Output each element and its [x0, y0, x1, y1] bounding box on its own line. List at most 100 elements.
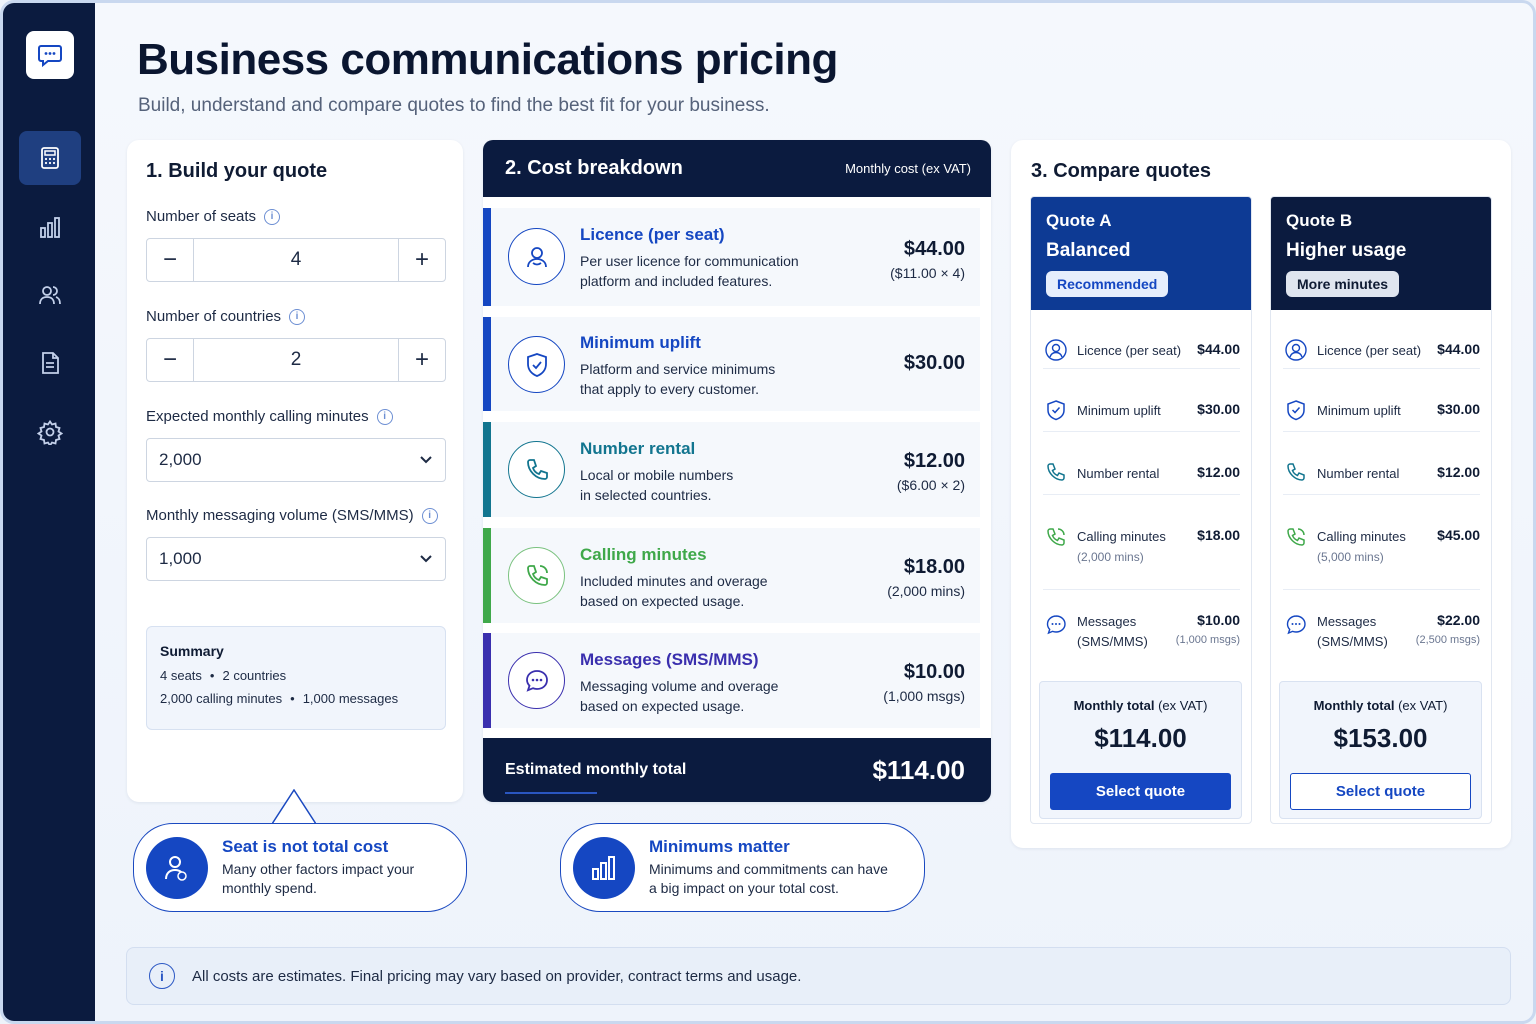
phone-minutes-icon: [508, 547, 565, 604]
row-description: in selected countries.: [580, 487, 712, 503]
callout-body: Minimums and commitments can have: [649, 861, 888, 877]
quote-row-number-rental: Number rental $12.00: [1043, 432, 1240, 495]
total-amount: $114.00: [872, 754, 965, 785]
countries-stepper: − 2 +: [146, 338, 446, 382]
summary-title: Summary: [160, 643, 224, 659]
row-description: based on expected usage.: [580, 698, 745, 714]
select-quote-b-button[interactable]: Select quote: [1290, 773, 1471, 810]
row-amount: $44.00: [903, 238, 965, 260]
quote-row-calling-minutes: Calling minutes (5,000 mins) $45.00: [1283, 495, 1480, 590]
row-description: Messaging volume and overage: [580, 678, 779, 694]
countries-input[interactable]: 2: [290, 349, 302, 370]
quote-header: Quote A Balanced Recommended: [1031, 197, 1251, 310]
minutes-label: Expected monthly calling minutes i: [146, 408, 393, 425]
phone-minutes-icon: [1047, 528, 1065, 546]
quote-name: Quote A: [1046, 211, 1112, 230]
row-title: Calling minutes: [580, 545, 707, 564]
callout-title: Seat is not total cost: [222, 837, 389, 856]
quote-tag: Balanced: [1046, 240, 1131, 261]
message-icon: [1046, 615, 1066, 635]
sidebar-item-calculator[interactable]: [19, 131, 81, 185]
callout-pointer: [272, 789, 316, 825]
countries-increment-button[interactable]: +: [398, 339, 445, 381]
row-description: Per user licence for communication: [580, 253, 799, 269]
seats-input[interactable]: 4: [290, 249, 302, 270]
quote-header: Quote B Higher usage More minutes: [1271, 197, 1491, 310]
chevron-down-icon: [420, 555, 432, 563]
messages-label: Monthly messaging volume (SMS/MMS) i: [146, 507, 438, 524]
quote-card-a: Quote A Balanced Recommended Licence (pe…: [1030, 196, 1252, 824]
row-description: platform and included features.: [580, 273, 773, 289]
chat-logo-icon[interactable]: [26, 31, 74, 79]
row-amount: $10.00: [903, 661, 965, 683]
quote-row-minimum-uplift: Minimum uplift $30.00: [1043, 369, 1240, 432]
quote-row-number-rental: Number rental $12.00: [1283, 432, 1480, 495]
row-note: ($11.00 × 4): [890, 265, 965, 281]
quote-total-amount: $153.00: [1333, 723, 1428, 753]
quote-row-messages: Messages (SMS/MMS) $22.00 (2,500 msgs): [1283, 590, 1480, 666]
info-icon[interactable]: i: [289, 308, 306, 325]
seats-decrement-button[interactable]: −: [147, 239, 194, 281]
calculator-icon: [41, 147, 59, 169]
sidebar-item-users[interactable]: [19, 268, 81, 322]
document-icon: [42, 352, 59, 374]
row-title: Number rental: [580, 439, 696, 458]
row-note: (1,000 msgs): [883, 688, 965, 704]
messages-select[interactable]: 1,000: [146, 537, 446, 581]
info-icon[interactable]: i: [376, 408, 393, 425]
quote-total-box: Monthly total (ex VAT) $114.00 Select qu…: [1039, 681, 1242, 819]
shield-icon: [1287, 400, 1305, 421]
phone-minutes-icon: [1287, 528, 1305, 546]
info-icon[interactable]: i: [264, 208, 281, 225]
page-title: Business communications pricing: [137, 35, 838, 84]
row-description: Platform and service minimums: [580, 361, 776, 377]
shield-icon: [1047, 400, 1065, 421]
quote-row-licence: Licence (per seat) $44.00: [1283, 311, 1480, 369]
row-note: (2,000 mins): [887, 583, 965, 599]
row-title: Minimum uplift: [580, 333, 701, 352]
phone-icon: [1287, 463, 1305, 481]
callout-body: monthly spend.: [222, 880, 317, 896]
quote-total-box: Monthly total (ex VAT) $153.00 Select qu…: [1279, 681, 1482, 819]
row-title: Licence (per seat): [580, 225, 725, 244]
sidebar-item-analytics[interactable]: [19, 200, 81, 254]
chevron-down-icon: [420, 456, 432, 464]
summary-line: 4 seats • 2 countries: [160, 668, 287, 683]
breakdown-header: 2. Cost breakdown Monthly cost (ex VAT): [483, 140, 991, 197]
page-subtitle: Build, understand and compare quotes to …: [138, 95, 770, 116]
countries-decrement-button[interactable]: −: [147, 339, 194, 381]
build-quote-heading: 1. Build your quote: [146, 160, 328, 182]
estimated-total-bar: Estimated monthly total $114.00: [483, 738, 991, 802]
quote-row-messages: Messages (SMS/MMS) $10.00 (1,000 msgs): [1043, 590, 1240, 666]
info-icon[interactable]: i: [421, 507, 438, 524]
quote-tag: Higher usage: [1286, 240, 1407, 261]
callout-minimums: Minimums matter Minimums and commitments…: [560, 823, 925, 912]
summary-line: 2,000 calling minutes • 1,000 messages: [160, 691, 399, 706]
build-quote-panel: 1. Build your quote Number of seats i − …: [127, 140, 463, 802]
phone-icon: [1047, 463, 1065, 481]
quote-name: Quote B: [1286, 211, 1353, 230]
quote-total-amount: $114.00: [1094, 723, 1187, 753]
countries-label: Number of countries i: [146, 308, 306, 325]
more-minutes-badge: More minutes: [1286, 271, 1400, 297]
row-note: ($6.00 × 2): [896, 477, 965, 493]
seats-label: Number of seats i: [146, 208, 281, 225]
disclaimer-text: All costs are estimates. Final pricing m…: [192, 967, 802, 985]
callout-seat-cost: Seat is not total cost Many other factor…: [133, 823, 467, 912]
message-icon: [1286, 615, 1306, 635]
quote-row-calling-minutes: Calling minutes (2,000 mins) $18.00: [1043, 495, 1240, 590]
shield-icon: [508, 336, 565, 393]
sidebar-item-settings[interactable]: [19, 405, 81, 459]
row-amount: $18.00: [903, 556, 965, 578]
user-icon: [146, 836, 208, 899]
quote-row-licence: Licence (per seat) $44.00: [1043, 311, 1240, 369]
summary-box: Summary 4 seats • 2 countries 2,000 callin…: [146, 626, 446, 730]
seats-increment-button[interactable]: +: [398, 239, 445, 281]
select-quote-a-button[interactable]: Select quote: [1050, 773, 1231, 810]
sidebar-item-documents[interactable]: [19, 336, 81, 390]
row-title: Messages (SMS/MMS): [580, 650, 759, 669]
info-icon: i: [149, 963, 175, 989]
callout-body: Many other factors impact your: [222, 861, 415, 877]
seats-stepper: − 4 +: [146, 238, 446, 282]
minutes-select[interactable]: 2,000: [146, 438, 446, 482]
